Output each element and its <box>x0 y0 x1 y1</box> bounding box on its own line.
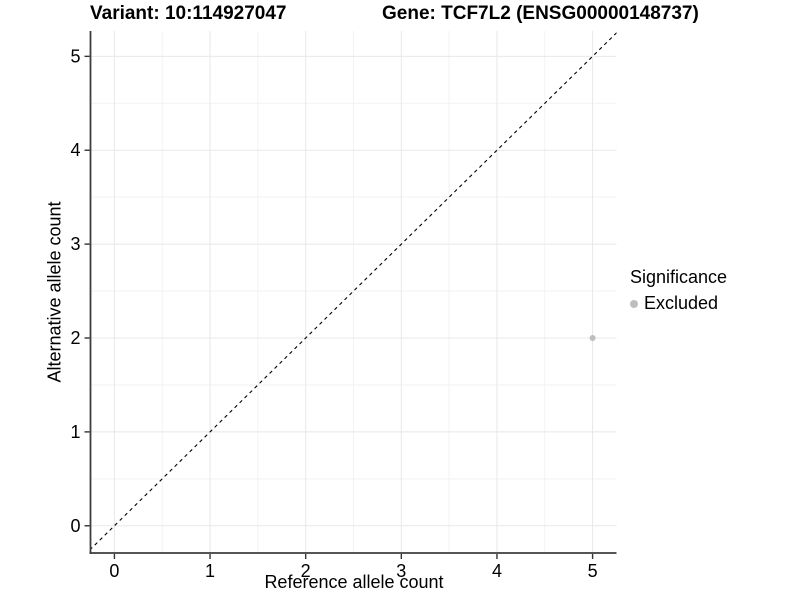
legend-item-excluded: Excluded <box>630 293 727 314</box>
y-tick-label: 3 <box>70 234 80 254</box>
x-tick-label: 4 <box>492 561 502 581</box>
y-tick-label: 2 <box>70 328 80 348</box>
legend: Significance Excluded <box>630 267 727 314</box>
y-tick-label: 5 <box>70 46 80 66</box>
x-axis-title: Reference allele count <box>264 572 444 592</box>
x-tick-label: 3 <box>396 561 406 581</box>
legend-item-label: Excluded <box>644 293 719 313</box>
y-tick-label: 1 <box>70 422 80 442</box>
y-tick-label: 0 <box>70 516 80 536</box>
excluded-point-icon <box>630 299 638 308</box>
legend-title: Significance <box>630 267 728 287</box>
plot-title-gene: Gene: TCF7L2 (ENSG00000148737) <box>382 3 699 24</box>
y-axis-title: Alternative allele count <box>44 201 65 383</box>
x-tick-label: 0 <box>109 561 119 581</box>
data-point <box>589 335 596 342</box>
x-tick-label: 2 <box>301 561 311 581</box>
plot-title-variant: Variant: 10:114927047 <box>90 3 287 24</box>
identity-reference-line <box>90 32 617 551</box>
x-tick-label: 1 <box>205 561 215 581</box>
x-tick-label: 5 <box>588 561 598 581</box>
y-tick-label: 4 <box>70 140 80 160</box>
